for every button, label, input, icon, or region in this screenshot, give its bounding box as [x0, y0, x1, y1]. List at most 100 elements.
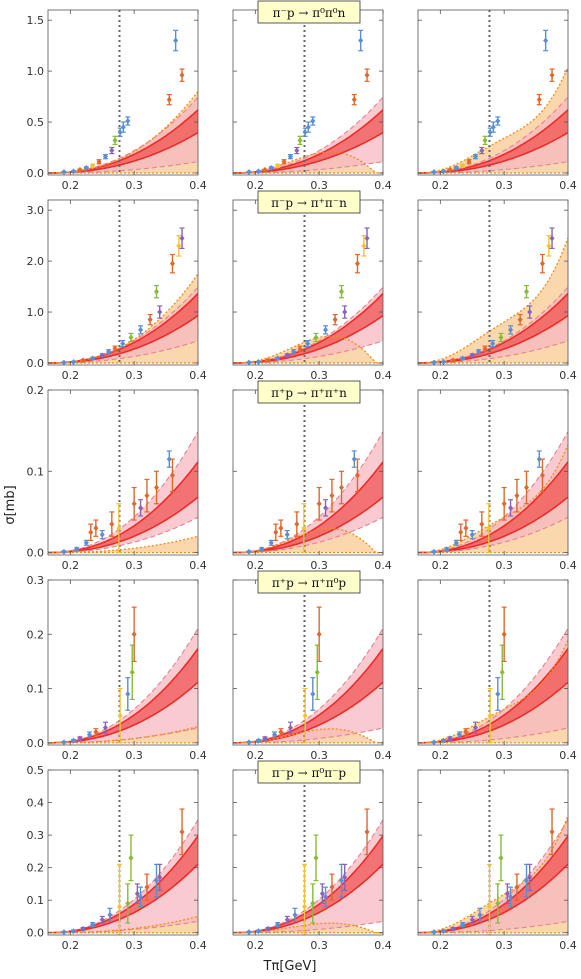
- data-point: [281, 158, 287, 165]
- data-point: [109, 521, 115, 528]
- data-point: [323, 893, 329, 900]
- data-point: [109, 147, 115, 154]
- data-point: [131, 500, 137, 507]
- y-tick-label: 0.3: [27, 829, 45, 842]
- data-point: [517, 316, 523, 323]
- data-point: [275, 921, 281, 928]
- data-point: [256, 928, 262, 935]
- data-point: [527, 874, 533, 881]
- data-point: [487, 129, 493, 136]
- y-tick-label: 3.0: [27, 204, 45, 217]
- data-point: [71, 358, 77, 365]
- red-band: [233, 293, 383, 363]
- data-point: [364, 72, 370, 79]
- data-point: [302, 129, 308, 136]
- process-label: π⁻p → π⁰π⁻p: [257, 760, 361, 784]
- data-point: [305, 124, 311, 131]
- x-tick-label: 0.2: [62, 939, 80, 952]
- data-point: [477, 911, 483, 918]
- data-point: [138, 326, 144, 333]
- orange-dotted-curve: [418, 444, 568, 554]
- data-point: [441, 928, 447, 935]
- process-label: π⁺p → π⁺π⁰p: [257, 570, 361, 594]
- data-point: [256, 737, 262, 744]
- data-point: [287, 724, 293, 731]
- y-tick-label: 0.2: [27, 384, 45, 397]
- data-point: [431, 548, 437, 555]
- data-point: [74, 546, 80, 553]
- data-point: [536, 456, 542, 463]
- orange-dotted-curve: [418, 815, 568, 934]
- data-point: [508, 504, 514, 511]
- x-tick-label: 0.3: [495, 559, 513, 572]
- x-tick-label: 0.4: [189, 559, 207, 572]
- data-point: [495, 118, 501, 125]
- data-point: [93, 728, 99, 735]
- data-point: [499, 669, 505, 676]
- data-point: [498, 334, 504, 341]
- data-point: [447, 735, 453, 742]
- panel-r3-c1: 0.2 0.3 0.4 0.0 0.1 0.2: [27, 384, 207, 572]
- data-point: [169, 472, 175, 479]
- data-point: [179, 72, 185, 79]
- data-point: [90, 355, 96, 362]
- orange-dotted-curve: [233, 528, 383, 554]
- data-point: [316, 500, 322, 507]
- data-point: [354, 472, 360, 479]
- data-point: [313, 854, 319, 861]
- data-point: [173, 37, 179, 44]
- data-point: [469, 916, 475, 923]
- plot-frame: [417, 199, 569, 366]
- data-point: [147, 316, 153, 323]
- y-tick-label: 0.0: [27, 167, 45, 180]
- red-band: [48, 109, 198, 173]
- plot-frame: [417, 9, 569, 176]
- data-point: [524, 484, 530, 491]
- data-point: [301, 525, 307, 532]
- data-point: [329, 884, 335, 891]
- data-point: [273, 529, 279, 536]
- red-band: [48, 835, 198, 933]
- process-label-box: [257, 570, 361, 594]
- panel-r5-c3: 0.2 0.3 0.4: [417, 769, 577, 952]
- panel-r4-c3: 0.2 0.3 0.4: [417, 579, 577, 762]
- red-band: [48, 648, 198, 743]
- data-point: [179, 828, 185, 835]
- data-point: [460, 162, 466, 169]
- red-band: [418, 648, 568, 743]
- data-point: [490, 124, 496, 131]
- pink-band: [418, 97, 568, 173]
- data-point: [128, 334, 134, 341]
- data-point: [501, 500, 507, 507]
- data-point: [287, 153, 293, 160]
- x-tick-label: 0.3: [125, 939, 143, 952]
- pink-band: [48, 819, 198, 933]
- data-point: [450, 357, 456, 364]
- panel-r1-c1: 0.2 0.3 0.4 0.0 0.5 1.0 1.5: [27, 9, 207, 192]
- panel-r2-c3: 0.2 0.3 0.4: [417, 199, 577, 382]
- process-label-text: π⁺p → π⁺π⁰p: [272, 576, 347, 590]
- plot-frame: [417, 579, 569, 746]
- data-point: [364, 235, 370, 242]
- data-point: [310, 900, 316, 907]
- x-tick-label: 0.4: [189, 939, 207, 952]
- data-point: [297, 137, 303, 144]
- data-point: [99, 531, 105, 538]
- data-point: [482, 137, 488, 144]
- data-point: [549, 72, 555, 79]
- data-point: [297, 345, 303, 352]
- data-point: [134, 890, 140, 897]
- data-point: [495, 900, 501, 907]
- data-point: [157, 309, 163, 316]
- process-label-text: π⁺p → π⁺π⁺n: [271, 386, 347, 400]
- data-point: [176, 242, 182, 249]
- orange-band: [48, 536, 198, 553]
- data-point: [275, 162, 281, 169]
- data-point: [268, 539, 274, 546]
- data-point: [131, 631, 137, 638]
- red-band: [233, 835, 383, 933]
- x-tick-label: 0.3: [495, 179, 513, 192]
- data-point: [482, 345, 488, 352]
- data-point: [339, 484, 345, 491]
